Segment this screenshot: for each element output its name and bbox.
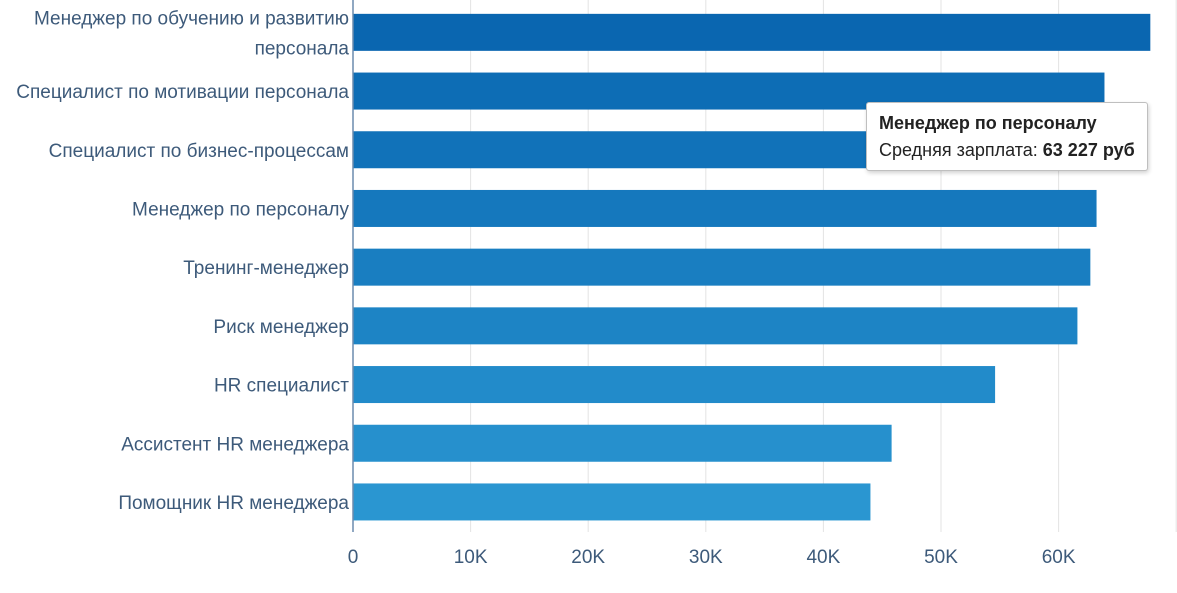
category-label-2: Специалист по бизнес-процессам bbox=[49, 141, 349, 162]
category-label-0-line-0: Менеджер по обучению и развитию bbox=[34, 8, 349, 29]
category-label-6: HR специалист bbox=[214, 376, 349, 397]
tooltip-value: 63 227 руб bbox=[1042, 140, 1135, 160]
x-tick-label-2: 20K bbox=[571, 547, 605, 568]
category-label-1: Специалист по мотивации персонала bbox=[16, 82, 349, 103]
bar-0[interactable] bbox=[353, 13, 1151, 51]
x-tick-label-3: 30K bbox=[689, 547, 723, 568]
category-label-8: Помощник HR менеджера bbox=[118, 493, 349, 514]
category-label-5: Риск менеджер bbox=[213, 317, 349, 338]
bar-4[interactable] bbox=[353, 248, 1091, 286]
bar-8[interactable] bbox=[353, 483, 871, 521]
bar-3[interactable] bbox=[353, 189, 1097, 227]
x-tick-label-4: 40K bbox=[806, 547, 840, 568]
x-tick-label-1: 10K bbox=[454, 547, 488, 568]
x-tick-label-0: 0 bbox=[348, 547, 359, 568]
bar-6[interactable] bbox=[353, 366, 996, 404]
tooltip-label: Средняя зарплата: bbox=[879, 140, 1038, 160]
x-tick-label-5: 50K bbox=[924, 547, 958, 568]
category-label-0-line-1: персонала bbox=[255, 38, 350, 59]
bar-7[interactable] bbox=[353, 424, 892, 462]
category-label-4: Тренинг-менеджер bbox=[183, 258, 349, 279]
tooltip-title: Менеджер по персоналу bbox=[879, 113, 1097, 133]
chart-tooltip: Менеджер по персоналу Средняя зарплата: … bbox=[866, 102, 1148, 171]
category-label-7: Ассистент HR менеджера bbox=[121, 434, 349, 455]
tooltip-body: Средняя зарплата: 63 227 руб bbox=[879, 140, 1135, 161]
x-tick-label-6: 60K bbox=[1042, 547, 1076, 568]
category-label-3: Менеджер по персоналу bbox=[132, 199, 349, 220]
bar-5[interactable] bbox=[353, 307, 1078, 345]
